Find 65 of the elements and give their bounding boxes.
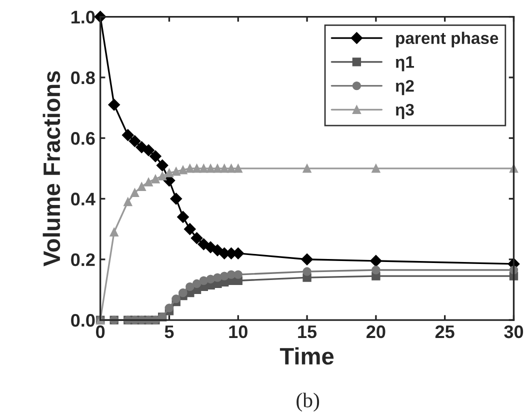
x-tick-label: 0 xyxy=(96,325,105,338)
point xyxy=(158,172,167,180)
point xyxy=(302,267,312,276)
point xyxy=(198,238,210,250)
point xyxy=(172,294,180,304)
point xyxy=(151,174,160,184)
point xyxy=(142,144,154,156)
point xyxy=(213,164,222,173)
point xyxy=(192,164,202,173)
x-tick-label: 25 xyxy=(435,325,454,338)
point xyxy=(234,270,242,279)
point xyxy=(110,228,118,236)
point xyxy=(372,164,380,173)
x-tick-label: 15 xyxy=(298,326,317,338)
point xyxy=(220,272,229,280)
legend-label: parent phase xyxy=(396,32,498,48)
point xyxy=(108,98,120,111)
point xyxy=(190,232,203,244)
x-tick-label: 10 xyxy=(229,325,248,338)
point xyxy=(150,150,162,162)
x-tick-label: 5 xyxy=(164,326,174,338)
x-tick-label: 20 xyxy=(366,325,386,338)
point xyxy=(164,304,174,312)
point xyxy=(144,178,153,186)
text: (b) xyxy=(296,392,320,412)
x-tick-label: 30 xyxy=(504,325,524,338)
y-tick-label: 1.0 xyxy=(72,10,95,24)
point xyxy=(122,129,134,141)
point xyxy=(199,276,208,285)
point xyxy=(192,279,202,288)
point xyxy=(301,253,313,266)
y-tick-label: 0.8 xyxy=(71,71,95,84)
legend-label: η2 xyxy=(396,80,414,96)
point xyxy=(136,141,148,154)
point xyxy=(137,182,146,191)
y-tick-label: 0.6 xyxy=(71,132,95,145)
point xyxy=(170,192,182,205)
x-axis-title: Time xyxy=(280,347,334,365)
point xyxy=(370,254,382,267)
point xyxy=(226,164,236,173)
point xyxy=(302,164,312,173)
legend-label: η3 xyxy=(396,104,414,119)
y-tick-label: 0.0 xyxy=(71,314,95,327)
y-axis-title: Volume Fractions xyxy=(42,71,60,266)
y-tick-label: 0.2 xyxy=(71,253,95,266)
point xyxy=(206,164,215,173)
point xyxy=(178,166,188,174)
point xyxy=(172,167,180,176)
point xyxy=(372,266,380,274)
point xyxy=(178,288,188,298)
point xyxy=(156,159,168,172)
point xyxy=(206,274,215,284)
point xyxy=(234,164,242,173)
point xyxy=(199,164,208,173)
point xyxy=(184,223,196,235)
point xyxy=(130,188,140,198)
y-tick-label: 0.4 xyxy=(71,192,96,206)
legend-label: η1 xyxy=(396,56,414,72)
point xyxy=(186,164,194,173)
point xyxy=(128,135,141,148)
point xyxy=(220,164,229,173)
point xyxy=(186,282,194,292)
point xyxy=(177,211,189,223)
point xyxy=(164,168,174,178)
point xyxy=(124,197,132,206)
